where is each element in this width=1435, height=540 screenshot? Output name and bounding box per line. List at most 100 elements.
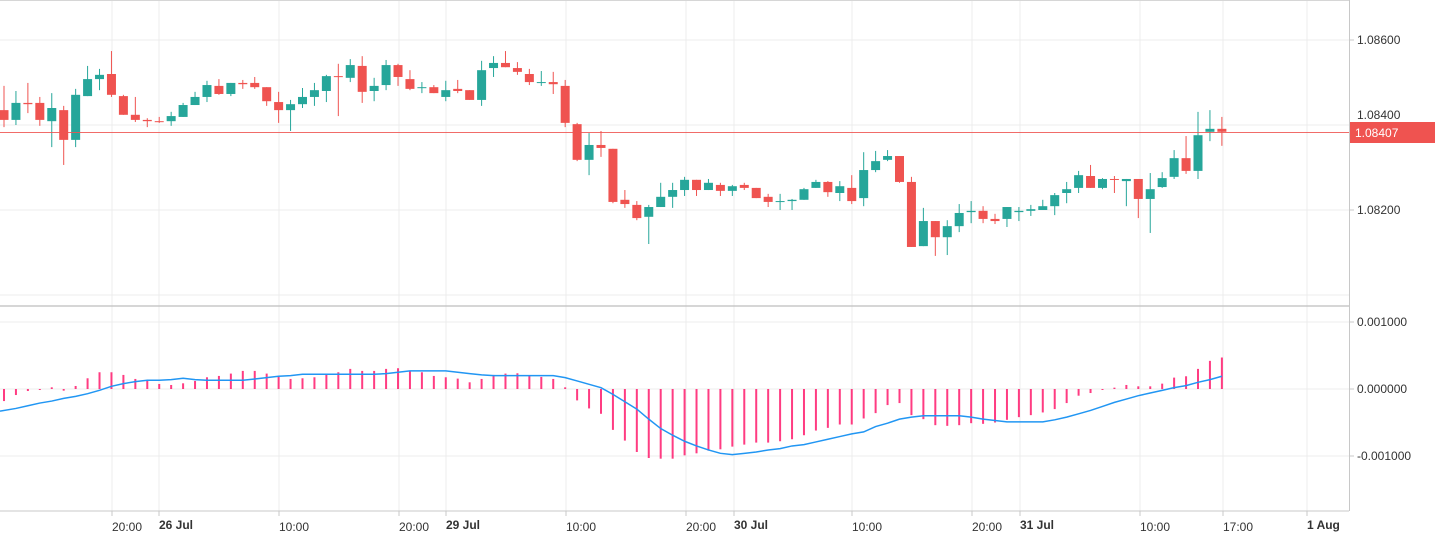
candle[interactable] (405, 70, 415, 91)
candle[interactable] (620, 190, 630, 208)
candle[interactable] (751, 187, 761, 199)
candle[interactable] (309, 82, 319, 106)
candle[interactable] (333, 63, 343, 117)
candle[interactable] (71, 88, 81, 148)
candle[interactable] (1086, 164, 1096, 188)
candle[interactable] (978, 206, 988, 224)
candle[interactable] (393, 63, 403, 86)
candle[interactable] (1181, 136, 1191, 174)
candle[interactable] (298, 88, 307, 108)
candle[interactable] (1062, 181, 1072, 204)
candle[interactable] (703, 178, 713, 191)
candle[interactable] (357, 56, 367, 103)
candle[interactable] (1038, 199, 1048, 210)
candle[interactable] (584, 133, 594, 176)
price-pane[interactable] (0, 51, 1349, 256)
candle[interactable] (142, 118, 152, 128)
candle[interactable] (1074, 170, 1084, 193)
candle[interactable] (1205, 110, 1215, 142)
candle[interactable] (835, 181, 845, 202)
candle[interactable] (1121, 178, 1131, 207)
candle[interactable] (930, 221, 940, 256)
candle[interactable] (548, 71, 558, 94)
candle[interactable] (572, 122, 582, 162)
candle[interactable] (11, 91, 21, 125)
candle[interactable] (118, 94, 128, 115)
candle[interactable] (47, 93, 57, 148)
candle[interactable] (441, 80, 451, 102)
candle[interactable] (1217, 116, 1227, 146)
candle[interactable] (130, 96, 140, 123)
candle[interactable] (417, 82, 427, 94)
candle[interactable] (154, 116, 164, 123)
candle[interactable] (847, 175, 857, 205)
candle[interactable] (1109, 176, 1119, 193)
candle[interactable] (477, 60, 487, 106)
candle[interactable] (644, 204, 654, 244)
candle[interactable] (262, 87, 272, 106)
candle[interactable] (321, 74, 331, 103)
candle[interactable] (500, 51, 510, 68)
candle[interactable] (823, 181, 833, 197)
candle[interactable] (1157, 172, 1167, 188)
candle[interactable] (871, 150, 881, 173)
candle[interactable] (1026, 204, 1036, 216)
candle[interactable] (883, 150, 893, 162)
candle[interactable] (906, 176, 916, 247)
candle[interactable] (739, 182, 749, 191)
candle[interactable] (106, 51, 116, 97)
candle[interactable] (608, 148, 618, 204)
candle[interactable] (799, 187, 809, 200)
candle[interactable] (680, 176, 690, 196)
candle[interactable] (1193, 111, 1203, 179)
candle[interactable] (763, 193, 773, 208)
candle[interactable] (429, 85, 439, 94)
candle[interactable] (95, 68, 105, 91)
candle[interactable] (35, 96, 45, 126)
candle[interactable] (250, 76, 260, 89)
candle[interactable] (1050, 193, 1060, 216)
candle[interactable] (1014, 207, 1024, 222)
candle[interactable] (286, 99, 296, 131)
candle[interactable] (83, 65, 93, 97)
candle[interactable] (1002, 207, 1012, 227)
candle[interactable] (1145, 173, 1155, 233)
candle[interactable] (238, 79, 248, 89)
candle[interactable] (1097, 178, 1107, 190)
indicator-pane[interactable] (0, 357, 1223, 459)
candle[interactable] (596, 130, 606, 157)
candle[interactable] (1169, 150, 1179, 179)
candle[interactable] (632, 201, 642, 221)
candle[interactable] (23, 82, 33, 114)
candle[interactable] (178, 102, 188, 117)
candle[interactable] (345, 59, 355, 83)
candle[interactable] (656, 182, 666, 208)
candle[interactable] (381, 59, 391, 91)
candle[interactable] (214, 79, 224, 95)
candle[interactable] (524, 68, 534, 86)
candle[interactable] (59, 105, 69, 165)
candle[interactable] (1133, 178, 1143, 219)
candle[interactable] (775, 193, 785, 210)
candle[interactable] (202, 80, 212, 103)
candle[interactable] (0, 85, 9, 128)
candle[interactable] (942, 220, 952, 256)
candle[interactable] (274, 91, 284, 123)
candle[interactable] (727, 184, 737, 196)
candle[interactable] (715, 182, 725, 196)
candle[interactable] (692, 179, 702, 196)
candle[interactable] (465, 90, 475, 100)
candle[interactable] (226, 82, 236, 97)
candle[interactable] (895, 156, 904, 183)
candle[interactable] (489, 56, 499, 77)
candle[interactable] (954, 204, 964, 233)
candle[interactable] (918, 207, 928, 247)
candle[interactable] (166, 111, 176, 126)
candle[interactable] (859, 152, 869, 207)
candle[interactable] (536, 71, 546, 86)
candle[interactable] (453, 79, 463, 94)
candle[interactable] (560, 79, 570, 128)
candle[interactable] (787, 198, 797, 210)
candle[interactable] (966, 201, 976, 224)
